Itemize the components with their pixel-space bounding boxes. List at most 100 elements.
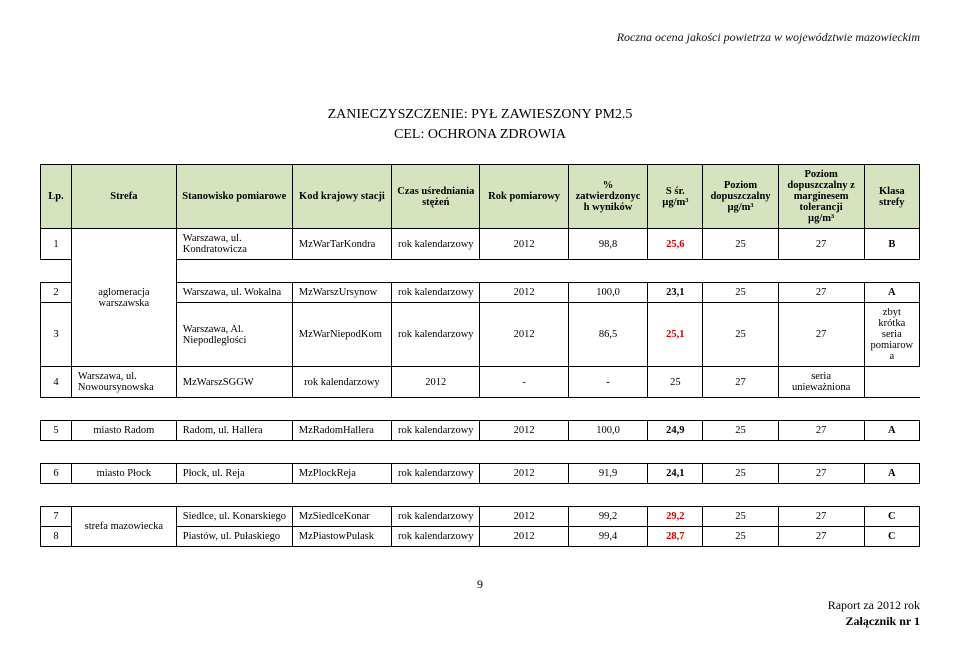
cell-rok: 2012 — [392, 367, 480, 398]
cell-dop: 25 — [703, 507, 778, 527]
cell-ssr: 25,1 — [648, 303, 703, 367]
cell-rok: 2012 — [480, 229, 568, 260]
cell-kod: MzRadomHallera — [292, 421, 391, 441]
cell-stanowisko: Piastów, ul. Pułaskiego — [176, 527, 292, 547]
cell-stanowisko: Płock, ul. Reja — [176, 464, 292, 484]
cell-klasa: C — [864, 527, 919, 547]
cell-stanowisko: Siedlce, ul. Konarskiego — [176, 507, 292, 527]
cell-stanowisko: Warszawa, ul. Nowoursynowska — [71, 367, 176, 398]
cell-ssr: 23,1 — [648, 283, 703, 303]
cell-ssr: 29,2 — [648, 507, 703, 527]
cell-lp: 7 — [41, 507, 72, 527]
gap-row — [41, 398, 920, 421]
cell-dopz: 27 — [778, 527, 864, 547]
cell-dopz: 27 — [703, 367, 778, 398]
table-head: Lp. Strefa Stanowisko pomiarowe Kod kraj… — [41, 165, 920, 229]
data-table: Lp. Strefa Stanowisko pomiarowe Kod kraj… — [40, 164, 920, 547]
cell-kod: MzWarszUrsynow — [292, 283, 391, 303]
doc-header: Roczna ocena jakości powietrza w wojewód… — [40, 30, 920, 45]
cell-lp: 1 — [41, 229, 72, 260]
col-klasa: Klasa strefy — [864, 165, 919, 229]
cell-strefa: miasto Płock — [71, 464, 176, 484]
cell-lp: 8 — [41, 527, 72, 547]
gap-row — [41, 484, 920, 507]
cell-rok: 2012 — [480, 507, 568, 527]
cell-dop: 25 — [648, 367, 703, 398]
cell-kod: MzWarTarKondra — [292, 229, 391, 260]
cell-pct: 100,0 — [568, 283, 648, 303]
cell-klasa: A — [864, 283, 919, 303]
col-ssr: S śr. µg/m³ — [648, 165, 703, 229]
col-kod: Kod krajowy stacji — [292, 165, 391, 229]
cell-dop: 25 — [703, 283, 778, 303]
cell-lp: 2 — [41, 283, 72, 303]
cell-dopz: 27 — [778, 464, 864, 484]
cell-czas: rok kalendarzowy — [392, 464, 480, 484]
table-row: 4Warszawa, ul. NowoursynowskaMzWarszSGGW… — [41, 367, 920, 398]
cell-klasa: C — [864, 507, 919, 527]
table-row: 5miasto RadomRadom, ul. HalleraMzRadomHa… — [41, 421, 920, 441]
cell-stanowisko: Warszawa, ul. Kondratowicza — [176, 229, 292, 260]
cell-pct: 100,0 — [568, 421, 648, 441]
cell-dop: 25 — [703, 421, 778, 441]
cell-ssr: - — [568, 367, 648, 398]
cell-czas: rok kalendarzowy — [392, 283, 480, 303]
cell-dopz: 27 — [778, 421, 864, 441]
cell-dop: 25 — [703, 229, 778, 260]
cell-ssr: 24,9 — [648, 421, 703, 441]
cell-czas: rok kalendarzowy — [392, 507, 480, 527]
cell-lp: 5 — [41, 421, 72, 441]
cell-kod: MzSiedlceKonar — [292, 507, 391, 527]
cell-klasa: B — [864, 229, 919, 260]
col-czas: Czas uśredniania stężeń — [392, 165, 480, 229]
col-dopz: Poziom dopuszczalny z marginesem toleran… — [778, 165, 864, 229]
col-pct: % zatwierdzonych wyników — [568, 165, 648, 229]
cell-kod: MzPiastowPulask — [292, 527, 391, 547]
col-stanowisko: Stanowisko pomiarowe — [176, 165, 292, 229]
cell-pct: 98,8 — [568, 229, 648, 260]
cell-rok: 2012 — [480, 527, 568, 547]
title-line1: ZANIECZYSZCZENIE: PYŁ ZAWIESZONY PM2.5 — [328, 107, 633, 122]
gap-row — [41, 441, 920, 464]
title-line2: CEL: OCHRONA ZDROWIA — [394, 127, 566, 142]
cell-lp: 6 — [41, 464, 72, 484]
cell-ssr: 24,1 — [648, 464, 703, 484]
cell-kod: MzPlockReja — [292, 464, 391, 484]
cell-rok: 2012 — [480, 303, 568, 367]
col-dop: Poziom dopuszczalny µg/m³ — [703, 165, 778, 229]
cell-kod: MzWarNiepodKom — [292, 303, 391, 367]
footer-line1: Raport za 2012 rok — [828, 598, 920, 612]
cell-pct: 99,4 — [568, 527, 648, 547]
cell-czas: rok kalendarzowy — [392, 229, 480, 260]
cell-dop: 25 — [703, 464, 778, 484]
table-body: 1aglomeracja warszawskaWarszawa, ul. Kon… — [41, 229, 920, 547]
cell-czas: rok kalendarzowy — [392, 527, 480, 547]
cell-rok: 2012 — [480, 464, 568, 484]
table-row: 1aglomeracja warszawskaWarszawa, ul. Kon… — [41, 229, 920, 260]
cell-klasa: seria unieważniona — [778, 367, 864, 398]
footer-right: Raport za 2012 rok Załącznik nr 1 — [40, 598, 920, 629]
cell-dop: 25 — [703, 303, 778, 367]
cell-ssr: 28,7 — [648, 527, 703, 547]
col-lp: Lp. — [41, 165, 72, 229]
cell-pct: 91,9 — [568, 464, 648, 484]
page-title: ZANIECZYSZCZENIE: PYŁ ZAWIESZONY PM2.5 C… — [40, 105, 920, 144]
cell-klasa: zbyt krótka seria pomiarowa — [864, 303, 919, 367]
cell-strefa: aglomeracja warszawska — [71, 229, 176, 367]
cell-rok: 2012 — [480, 283, 568, 303]
col-rok: Rok pomiarowy — [480, 165, 568, 229]
col-strefa: Strefa — [71, 165, 176, 229]
gap-row — [41, 260, 920, 283]
cell-ssr: 25,6 — [648, 229, 703, 260]
cell-strefa: miasto Radom — [71, 421, 176, 441]
cell-stanowisko: Warszawa, Al. Niepodległości — [176, 303, 292, 367]
cell-klasa: A — [864, 464, 919, 484]
cell-rok: 2012 — [480, 421, 568, 441]
footer-line2: Załącznik nr 1 — [846, 614, 920, 628]
cell-czas: rok kalendarzowy — [392, 303, 480, 367]
cell-stanowisko: Warszawa, ul. Wokalna — [176, 283, 292, 303]
cell-dopz: 27 — [778, 303, 864, 367]
cell-pct: - — [480, 367, 568, 398]
table-row: 7strefa mazowieckaSiedlce, ul. Konarskie… — [41, 507, 920, 527]
cell-czas: rok kalendarzowy — [292, 367, 391, 398]
